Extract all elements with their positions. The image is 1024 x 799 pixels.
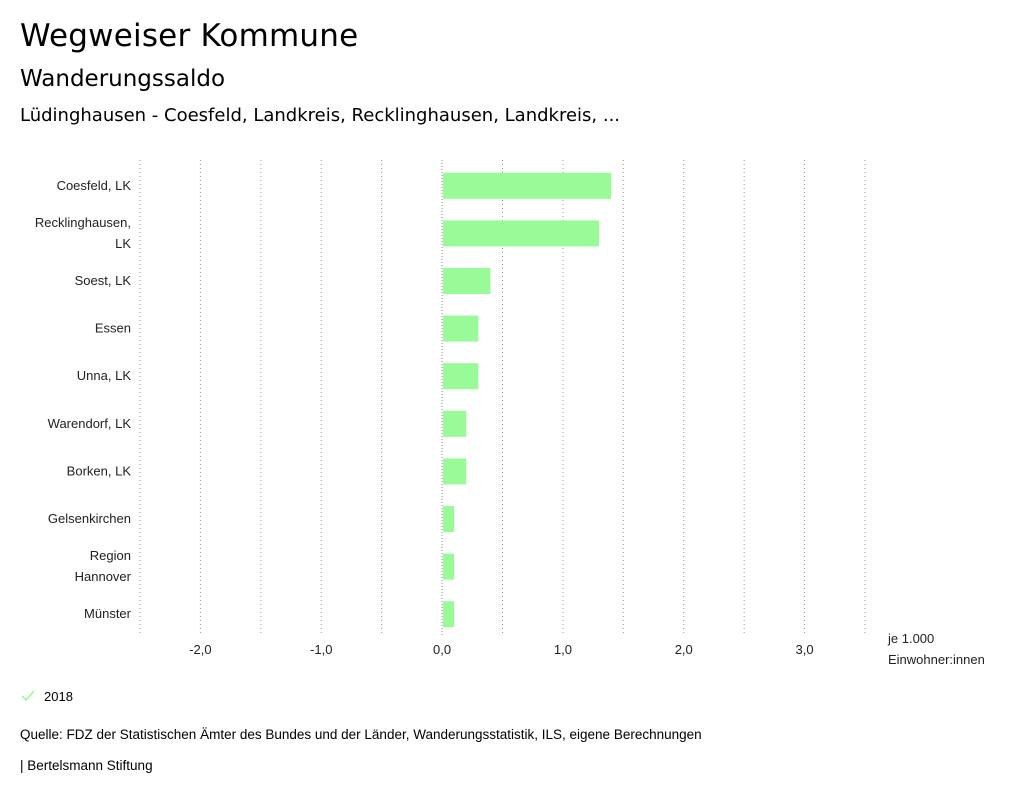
publisher-note: | Bertelsmann Stiftung	[20, 758, 153, 773]
bar[interactable]	[443, 601, 455, 628]
x-axis-unit-label: je 1.000 Einwohner:innen	[887, 631, 985, 667]
x-tick-label: 3,0	[796, 642, 814, 657]
chart-subtitle: Wanderungssaldo	[20, 66, 226, 92]
source-note: Quelle: FDZ der Statistischen Ämter des …	[20, 727, 702, 742]
bar[interactable]	[443, 315, 479, 342]
category-label: Borken, LK	[67, 463, 132, 478]
category-labels: Coesfeld, LK Recklinghausen, LK Soest, LK Es…	[35, 178, 132, 621]
category-label: Unna, LK	[77, 368, 132, 383]
chart-bars	[443, 172, 612, 628]
x-tick-labels: -2,0 -1,0 0,0 1,0 2,0 3,0	[189, 642, 813, 657]
x-axis-unit-line: Einwohner:innen	[888, 652, 985, 667]
category-label: Coesfeld, LK	[57, 178, 132, 193]
x-tick-label: 0,0	[433, 642, 451, 657]
bar[interactable]	[443, 220, 600, 247]
bar[interactable]	[443, 458, 467, 485]
legend[interactable]: 2018	[20, 688, 73, 704]
bar[interactable]	[443, 268, 491, 294]
bar-chart: Coesfeld, LK Recklinghausen, LK Soest, LK Es…	[35, 160, 985, 667]
x-axis-unit-line: je 1.000	[887, 631, 934, 646]
category-label: Soest, LK	[75, 273, 132, 288]
x-tick-label: 2,0	[675, 642, 693, 657]
legend-label: 2018	[44, 688, 73, 704]
x-tick-label: -2,0	[189, 642, 211, 657]
category-label: Warendorf, LK	[48, 416, 132, 431]
bar[interactable]	[443, 172, 612, 199]
category-label: Region	[90, 548, 131, 563]
check-icon[interactable]	[20, 688, 36, 704]
bar[interactable]	[443, 553, 455, 580]
page-title: Wegweiser Kommune	[20, 18, 359, 54]
chart-grid	[139, 160, 866, 636]
category-label: Essen	[95, 321, 131, 336]
bar[interactable]	[443, 363, 479, 390]
category-label: LK	[115, 236, 131, 251]
bar[interactable]	[443, 506, 455, 532]
category-label: Hannover	[75, 569, 132, 584]
category-label: Münster	[84, 606, 132, 621]
x-tick-label: 1,0	[554, 642, 572, 657]
x-tick-label: -1,0	[310, 642, 332, 657]
region-selection[interactable]: Lüdinghausen - Coesfeld, Landkreis, Reck…	[20, 105, 621, 126]
bar[interactable]	[443, 410, 467, 437]
category-label: Gelsenkirchen	[48, 511, 131, 526]
category-label: Recklinghausen,	[35, 215, 131, 230]
